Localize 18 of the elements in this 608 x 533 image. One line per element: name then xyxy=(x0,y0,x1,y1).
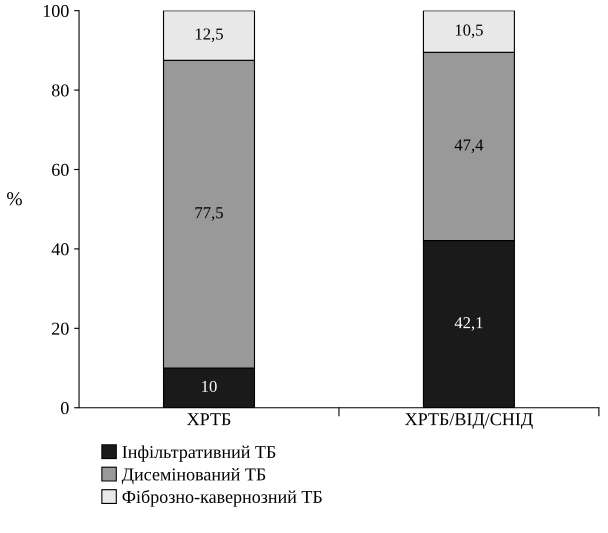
y-axis-title: % xyxy=(7,192,22,206)
y-tick-label: 20 xyxy=(52,322,69,335)
x-tick-label: ХРТБ/ВІД/СНІД xyxy=(405,413,533,429)
data-label: 42,1 xyxy=(454,317,483,331)
y-tick-label: 100 xyxy=(44,4,69,18)
y-tick-label: 40 xyxy=(52,243,69,256)
legend-label: Фіброзно-кавернозний ТБ xyxy=(122,490,322,507)
y-tick-label: 60 xyxy=(52,164,69,176)
data-label: 47,4 xyxy=(454,140,484,154)
y-tick-label: 80 xyxy=(52,84,69,97)
y-tick-label: 0 xyxy=(60,402,69,414)
data-label: 10 xyxy=(202,380,217,392)
legend-label: Дисемінований ТБ xyxy=(122,468,266,484)
data-label: 12,5 xyxy=(196,28,223,42)
legend-label: Інфільтративний ТБ xyxy=(122,445,276,462)
x-tick-label: ХРТБ xyxy=(187,413,230,426)
data-label: 10,5 xyxy=(456,24,483,38)
data-label: 77,5 xyxy=(196,207,223,221)
